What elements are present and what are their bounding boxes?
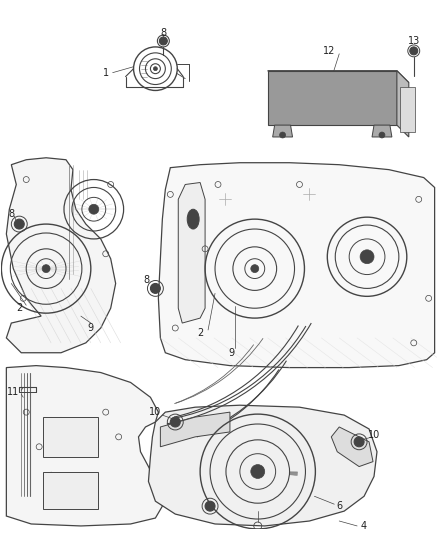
Polygon shape — [160, 412, 230, 447]
Polygon shape — [7, 366, 162, 526]
Polygon shape — [273, 125, 293, 137]
Circle shape — [410, 47, 418, 55]
Circle shape — [89, 204, 99, 214]
Text: 10: 10 — [149, 407, 162, 417]
Circle shape — [170, 417, 180, 427]
Text: 8: 8 — [8, 209, 14, 219]
Polygon shape — [159, 163, 434, 368]
Circle shape — [251, 465, 265, 479]
Text: 6: 6 — [336, 501, 342, 511]
Circle shape — [153, 67, 157, 71]
Polygon shape — [397, 71, 409, 137]
Polygon shape — [7, 158, 116, 353]
Circle shape — [205, 501, 215, 511]
Circle shape — [159, 37, 167, 45]
Circle shape — [379, 132, 385, 138]
Polygon shape — [268, 71, 409, 83]
Bar — [43, 417, 98, 457]
Text: 2: 2 — [16, 303, 22, 313]
Text: 2: 2 — [197, 328, 203, 338]
Circle shape — [279, 132, 286, 138]
Text: 11: 11 — [7, 387, 19, 397]
Text: 9: 9 — [88, 323, 94, 333]
Circle shape — [14, 219, 24, 229]
Circle shape — [360, 250, 374, 264]
Ellipse shape — [187, 209, 199, 229]
Text: 8: 8 — [160, 28, 166, 38]
Polygon shape — [268, 71, 397, 125]
Text: 12: 12 — [323, 46, 336, 56]
Polygon shape — [148, 405, 377, 526]
Text: 9: 9 — [229, 348, 235, 358]
Text: 10: 10 — [368, 430, 380, 440]
Polygon shape — [372, 125, 392, 137]
Polygon shape — [178, 182, 205, 323]
Circle shape — [354, 437, 364, 447]
Text: 4: 4 — [361, 521, 367, 531]
Circle shape — [42, 265, 50, 272]
Text: 13: 13 — [408, 36, 420, 46]
Bar — [43, 472, 98, 509]
Text: 1: 1 — [102, 68, 109, 78]
Circle shape — [150, 284, 160, 293]
Text: 8: 8 — [143, 276, 149, 286]
Bar — [400, 87, 415, 132]
Circle shape — [251, 265, 259, 272]
Polygon shape — [331, 427, 373, 466]
